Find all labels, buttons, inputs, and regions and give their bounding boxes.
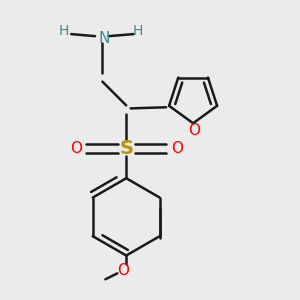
Text: N: N (98, 31, 110, 46)
Text: H: H (133, 24, 143, 38)
Text: O: O (117, 263, 129, 278)
Text: O: O (70, 141, 82, 156)
Text: H: H (58, 24, 69, 38)
Text: O: O (171, 141, 183, 156)
Text: S: S (119, 139, 133, 158)
Text: O: O (189, 123, 201, 138)
